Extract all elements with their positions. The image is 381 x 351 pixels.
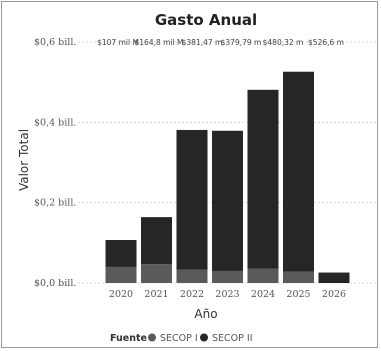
data-label: $107 mil M — [97, 38, 139, 47]
bar-secop-i-2025 — [283, 271, 314, 283]
chart-border — [1, 1, 378, 348]
x-tick-label: 2026 — [322, 289, 346, 300]
bar-secop-ii-2021 — [141, 217, 172, 265]
bar-secop-ii-2025 — [283, 71, 314, 272]
x-tick-label: 2023 — [215, 289, 239, 300]
x-tick-label: 2022 — [180, 289, 204, 300]
bar-secop-ii-2026 — [318, 272, 350, 283]
bar-secop-i-2021 — [141, 264, 172, 283]
legend-title: Fuente — [110, 333, 147, 344]
bar-secop-i-2023 — [212, 270, 243, 283]
bar-secop-i-2022 — [176, 269, 208, 283]
data-label: $164,8 mil M — [135, 38, 184, 47]
y-axis-label: Valor Total — [17, 129, 31, 191]
legend-marker-secop-i — [148, 333, 156, 342]
legend-label-secop-ii: SECOP II — [212, 333, 253, 344]
bar-secop-ii-2024 — [247, 89, 279, 269]
bar-secop-ii-2023 — [212, 130, 243, 271]
y-tick-label: $0,4 bill. — [34, 117, 76, 128]
y-tick-label: $0,0 bill. — [34, 278, 76, 289]
x-tick-label: 2024 — [251, 289, 275, 300]
label-layer: 2020 2021 2022 2023 2024 2025 2026 $107 mil M$1… — [97, 38, 346, 300]
legend: Fuente SECOP I SECOP II — [110, 333, 253, 344]
legend-marker-secop-ii — [200, 333, 208, 342]
bar-layer — [105, 71, 350, 283]
y-tick-label: $0,6 bill. — [34, 37, 76, 48]
x-tick-label: 2021 — [144, 289, 168, 300]
y-tick-label: $0,2 bill. — [34, 198, 76, 209]
bar-secop-ii-2022 — [176, 129, 208, 270]
data-label: $526,6 m — [308, 38, 344, 47]
bar-secop-i-2024 — [247, 268, 279, 283]
chart-title: Gasto Anual — [155, 11, 257, 29]
x-tick-label: 2020 — [109, 289, 133, 300]
x-axis-label: Año — [194, 307, 217, 321]
bar-secop-i-2020 — [105, 266, 137, 283]
data-label: $480,32 m — [263, 38, 304, 47]
x-tick-label: 2025 — [286, 289, 310, 300]
data-label: $381,47 m — [182, 38, 223, 47]
data-label: $379,79 m — [221, 38, 262, 47]
bar-secop-ii-2020 — [105, 240, 137, 267]
legend-label-secop-i: SECOP I — [160, 333, 198, 344]
